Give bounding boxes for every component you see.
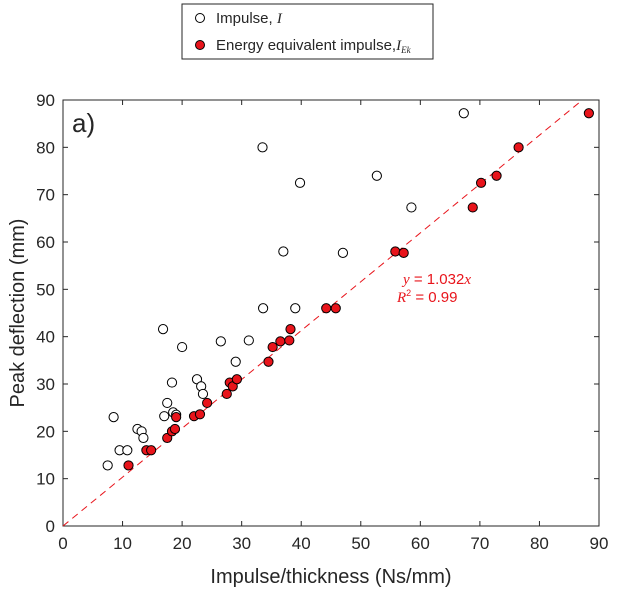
x-tick-label: 0 (58, 534, 67, 553)
energy-impulse-point (231, 374, 243, 385)
impulse-point (257, 142, 268, 153)
y-tick-label: 20 (36, 422, 55, 441)
impulse-point (138, 432, 149, 444)
energy-impulse-point (194, 409, 206, 420)
y-tick-label: 50 (36, 280, 55, 299)
impulse-point (162, 397, 173, 409)
energy-impulse-point (267, 341, 278, 353)
data-points (102, 108, 594, 471)
energy-impulse-point (583, 108, 594, 119)
x-tick-label: 80 (530, 534, 549, 553)
impulse-point (337, 247, 349, 258)
legend-marker-impulse (195, 13, 205, 23)
energy-impulse-point (467, 202, 478, 213)
impulse-point (258, 303, 269, 314)
legend-marker-energy (195, 40, 205, 50)
x-tick-label: 40 (292, 534, 311, 553)
impulse-point (290, 303, 301, 314)
impulse-point (122, 445, 133, 456)
energy-impulse-point (475, 177, 487, 188)
fit-r-squared: R2 = 0.99 (396, 288, 457, 306)
impulse-point (278, 246, 289, 257)
panel-label: a) (72, 108, 95, 138)
impulse-point (102, 460, 113, 471)
legend: Impulse, I Energy equivalent impulse,IEk (181, 3, 434, 60)
y-tick-label: 0 (46, 517, 55, 536)
y-tick-label: 40 (36, 328, 55, 347)
y-tick-label: 30 (36, 375, 55, 394)
energy-impulse-point (330, 303, 341, 314)
y-tick-label: 90 (36, 91, 55, 110)
y-axis-title: Peak deflection (mm) (7, 219, 29, 408)
energy-impulse-point (398, 247, 409, 258)
energy-impulse-point (123, 460, 134, 471)
energy-impulse-point (202, 397, 213, 409)
impulse-point (215, 336, 226, 347)
impulse-point (458, 108, 469, 119)
legend-box (181, 3, 434, 60)
x-tick-label: 10 (113, 534, 132, 553)
energy-impulse-point (221, 388, 232, 400)
plot-area (62, 99, 600, 527)
legend-label-impulse: Impulse, I (216, 10, 283, 27)
energy-impulse-point (390, 246, 401, 257)
y-tick-label: 80 (36, 138, 55, 157)
energy-impulse-point (275, 336, 286, 347)
impulse-point (294, 177, 306, 188)
impulse-point (166, 377, 178, 388)
impulse-point (159, 411, 170, 422)
x-tick-label: 90 (590, 534, 609, 553)
y-tick-label: 60 (36, 233, 55, 252)
x-tick-label: 20 (173, 534, 192, 553)
impulse-point (157, 323, 169, 335)
impulse-point (243, 335, 254, 346)
impulse-point (177, 341, 188, 353)
energy-impulse-point (171, 412, 182, 423)
impulse-point (371, 170, 382, 181)
energy-impulse-point (513, 142, 524, 153)
energy-impulse-point (285, 323, 296, 335)
energy-impulse-point (146, 445, 157, 456)
y-tick-label: 10 (36, 470, 55, 489)
impulse-point (230, 356, 241, 367)
y-tick-label: 70 (36, 186, 55, 205)
impulse-point (406, 202, 417, 213)
energy-impulse-point (169, 423, 181, 435)
energy-impulse-point (491, 170, 502, 181)
x-axis-title: Impulse/thickness (Ns/mm) (210, 566, 451, 588)
fit-equation: y = 1.032x (401, 271, 471, 288)
x-tick-label: 30 (232, 534, 251, 553)
impulse-point (197, 388, 209, 400)
energy-impulse-point (263, 356, 274, 367)
legend-label-energy: Energy equivalent impulse,IEk (216, 37, 412, 55)
axis-ticks: 0 10 20 30 40 50 60 70 80 90 0 10 20 30 40 50 60 70 80 90 (36, 91, 608, 553)
energy-impulse-point (284, 335, 295, 346)
impulse-point (108, 412, 119, 423)
x-tick-label: 70 (470, 534, 489, 553)
x-tick-label: 50 (351, 534, 370, 553)
x-tick-label: 60 (411, 534, 430, 553)
energy-impulse-point (321, 303, 332, 314)
